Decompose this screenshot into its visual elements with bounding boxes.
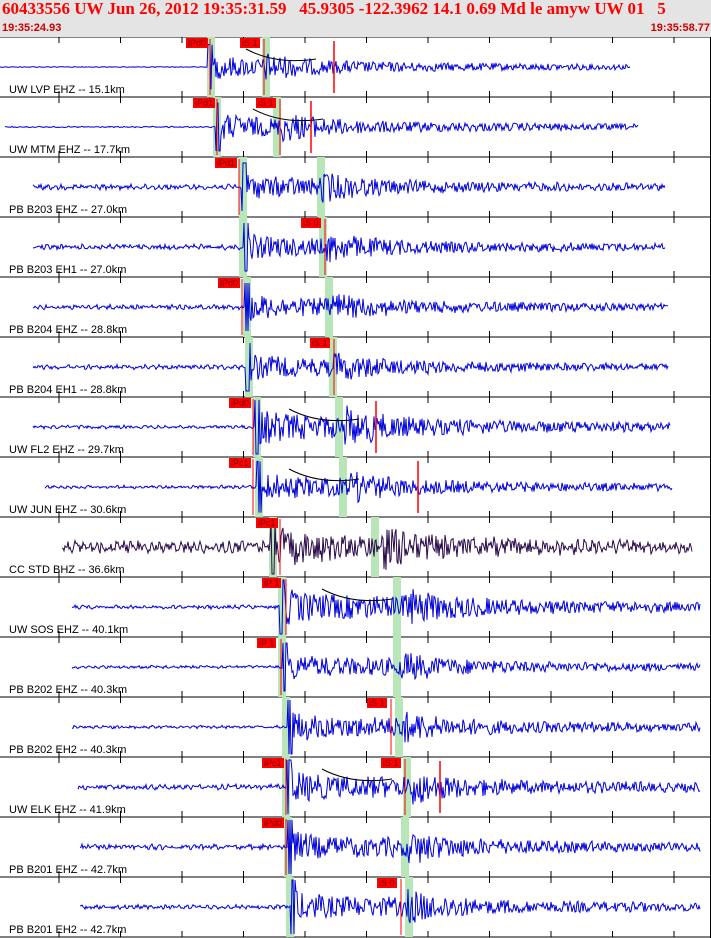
event-title: 60433556 UW Jun 26, 2012 19:35:31.59 45.… (2, 0, 666, 18)
trace-label: UW ELK EHZ -- 41.9km (9, 804, 126, 816)
trace-row[interactable] (32, 277, 669, 337)
trace-label: CC STD BHZ -- 36.6km (9, 564, 125, 576)
waveform-trace (32, 399, 671, 455)
travel-time-curve (245, 48, 317, 62)
pick-tag[interactable]: iPd1 (215, 158, 238, 168)
pick-tag[interactable]: iPd0 (262, 818, 285, 828)
trace-label: PB B204 EHZ -- 28.8km (9, 324, 127, 336)
trace-row[interactable] (32, 397, 671, 457)
trace-label: PB B201 EHZ -- 42.7km (9, 864, 127, 876)
window-start-time: 19:35:24.93 (2, 22, 62, 34)
trace-row[interactable] (44, 457, 673, 517)
pick-tag[interactable]: iS 1 (310, 338, 330, 348)
pick-window-band (319, 217, 327, 277)
waveform-trace (32, 222, 666, 272)
travel-time-curve (252, 108, 324, 122)
trace-row[interactable] (32, 157, 666, 217)
trace-row[interactable] (32, 217, 666, 277)
trace-label: UW JUN EHZ -- 30.6km (9, 504, 127, 516)
trace-label: PB B203 EH1 -- 27.0km (9, 264, 127, 276)
pick-window-band (262, 37, 270, 97)
pick-window-band (269, 517, 277, 577)
trace-label: PB B202 EHZ -- 40.3km (9, 684, 127, 696)
pick-window-band (253, 397, 261, 457)
trace-row[interactable] (0, 37, 631, 97)
trace-row[interactable] (32, 337, 669, 397)
pick-window-band (393, 577, 401, 637)
pick-tag[interactable]: iPd0 (186, 38, 209, 48)
trace-label: UW LVP EHZ -- 15.1km (9, 84, 125, 96)
pick-tag[interactable]: iS 1 (240, 38, 260, 48)
trace-row[interactable] (72, 697, 701, 757)
waveform-trace (77, 759, 701, 815)
waveform-trace (79, 879, 701, 935)
trace-label: PB B204 EH1 -- 28.8km (9, 384, 127, 396)
seismogram-canvas[interactable] (0, 37, 711, 938)
trace-row[interactable] (79, 877, 701, 937)
waveform-trace (0, 44, 631, 90)
row-separators (0, 37, 711, 938)
waveform-trace (4, 102, 639, 152)
pick-tag[interactable]: iP 1 (257, 638, 277, 648)
trace-label: UW FL2 EHZ -- 29.7km (9, 444, 124, 456)
travel-time-curve (288, 468, 360, 482)
pick-tag[interactable]: iPd0 (229, 398, 252, 408)
waveform-trace (32, 282, 669, 332)
trace-row[interactable] (71, 577, 701, 637)
trace-row[interactable] (79, 817, 701, 877)
trace-label: PB B203 EHZ -- 27.0km (9, 204, 127, 216)
trace-row[interactable] (77, 757, 701, 817)
seismogram-panel[interactable]: iPd0 iS 1 UW LVP EHZ -- 15.1km iPd1 iS 1 UW M… (0, 37, 711, 938)
pick-tag[interactable]: iPd1 (193, 98, 216, 108)
waveform-trace (79, 819, 701, 875)
pick-tag[interactable]: iS 0 (301, 218, 321, 228)
pick-window-band (393, 637, 401, 697)
pick-tag[interactable]: iPc1 (256, 518, 278, 528)
waveform-trace (72, 699, 701, 755)
pick-tag[interactable]: iS 1 (367, 698, 387, 708)
pick-tag[interactable]: iPd0 (218, 278, 241, 288)
pick-tag[interactable]: iP 1 (262, 578, 282, 588)
waveform-trace (61, 519, 693, 575)
travel-time-curve (321, 588, 393, 602)
trace-label: PB B201 EH2 -- 42.7km (9, 924, 127, 936)
trace-label: PB B202 EH2 -- 40.3km (9, 744, 127, 756)
waveform-trace (71, 579, 701, 635)
travel-time-curve (288, 408, 360, 422)
waveform-trace (44, 460, 673, 513)
pick-window-band (401, 817, 409, 877)
waveform-trace (32, 162, 666, 212)
window-end-time: 19:35:58.77 (650, 22, 710, 34)
pick-tag[interactable]: iS 0 (377, 878, 397, 888)
trace-label: UW MTM EHZ -- 17.7km (9, 144, 130, 156)
waveform-trace (71, 642, 701, 692)
event-header: 60433556 UW Jun 26, 2012 19:35:31.59 45.… (0, 0, 711, 37)
pick-tag[interactable]: iPc1 (262, 758, 284, 768)
trace-row[interactable] (4, 97, 639, 157)
trace-label: UW SOS EHZ -- 40.1km (9, 624, 129, 636)
pick-tag[interactable]: iS 1 (381, 758, 401, 768)
travel-time-curve (321, 768, 393, 782)
trace-row[interactable] (71, 637, 701, 697)
pick-tag[interactable]: iS 1 (256, 98, 276, 108)
waveform-trace (32, 342, 669, 392)
trace-row[interactable] (61, 517, 693, 577)
pick-tag[interactable]: iPc1 (229, 458, 251, 468)
